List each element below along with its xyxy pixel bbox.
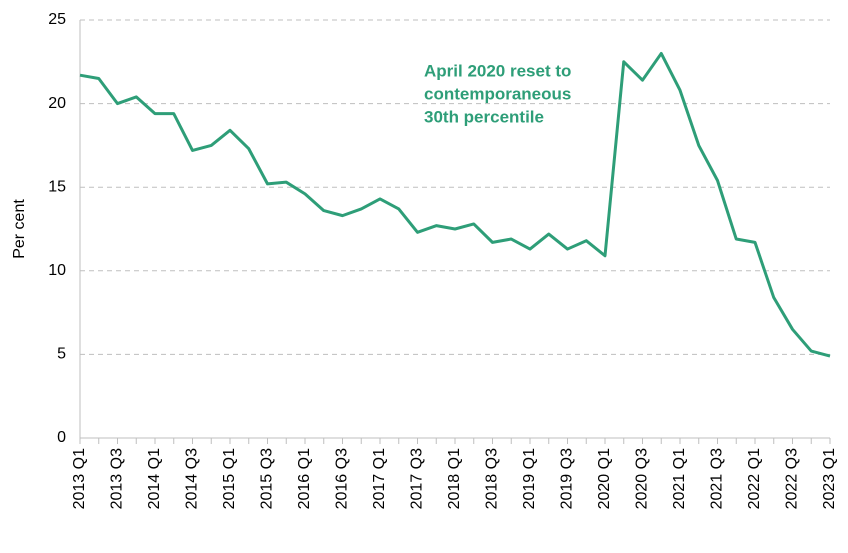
x-tick-label: 2019 Q3 — [559, 448, 576, 509]
y-tick-label: 0 — [57, 429, 66, 446]
x-tick-label: 2022 Q3 — [784, 448, 801, 509]
x-tick-label: 2015 Q3 — [259, 448, 276, 509]
x-tick-label: 2015 Q1 — [221, 448, 238, 509]
y-axis-label: Per cent — [11, 199, 28, 259]
y-tick-label: 10 — [48, 262, 66, 279]
x-tick-label: 2018 Q3 — [484, 448, 501, 509]
line — [79, 51, 831, 358]
x-tick-label: 2014 Q1 — [146, 448, 163, 509]
annotation: April 2020 reset to — [424, 61, 571, 80]
x-tick-label: 2020 Q1 — [596, 448, 613, 509]
x-tick-label: 2016 Q3 — [334, 448, 351, 509]
y-tick-label: 15 — [48, 178, 66, 195]
x-tick-label: 2018 Q1 — [446, 448, 463, 509]
annotation: contemporaneous — [424, 84, 571, 103]
x-tick-label: 2021 Q1 — [671, 448, 688, 509]
x-tick-label: 2019 Q1 — [521, 448, 538, 509]
y-tick-label: 20 — [48, 95, 66, 112]
y-tick-label: 25 — [48, 11, 66, 28]
x-tick-label: 2017 Q1 — [371, 448, 388, 509]
x-tick-label: 2020 Q3 — [634, 448, 651, 509]
x-tick-label: 2013 Q3 — [109, 448, 126, 509]
x-tick-label: 2016 Q1 — [296, 448, 313, 509]
x-tick-label: 2014 Q3 — [184, 448, 201, 509]
x-tick-label: 2017 Q3 — [409, 448, 426, 509]
annotation: 30th percentile — [424, 107, 544, 126]
y-tick-label: 5 — [57, 346, 66, 363]
x-tick-label: 2021 Q3 — [709, 448, 726, 509]
x-tick-label: 2022 Q1 — [746, 448, 763, 509]
x-tick-label: 2023 Q1 — [821, 448, 838, 509]
x-tick-label: 2013 Q1 — [71, 448, 88, 509]
